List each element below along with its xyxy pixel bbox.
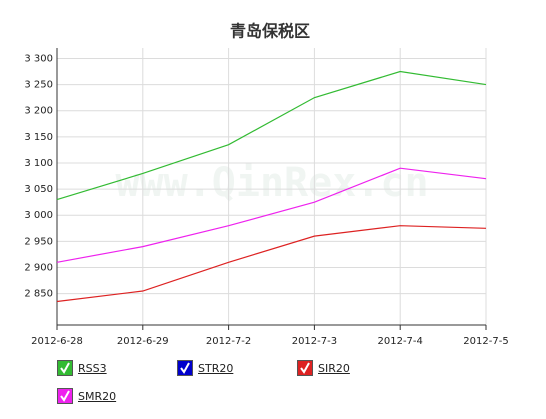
check-icon bbox=[60, 362, 70, 374]
y-tick-label: 3 250 bbox=[24, 80, 53, 91]
y-tick-label: 2 950 bbox=[24, 236, 53, 247]
chart-title: 青岛保税区 bbox=[230, 22, 310, 41]
legend-item[interactable]: STR20 bbox=[177, 360, 233, 376]
x-tick-label: 2012-6-28 bbox=[31, 336, 83, 347]
x-tick-label: 2012-7-5 bbox=[463, 336, 508, 347]
legend-checkbox[interactable] bbox=[297, 360, 313, 376]
watermark: www.QinRex.cn bbox=[115, 160, 428, 206]
check-icon bbox=[300, 362, 310, 374]
legend-checkbox[interactable] bbox=[57, 360, 73, 376]
legend-label[interactable]: STR20 bbox=[198, 361, 234, 375]
chart: 青岛保税区 www.QinRex.cn 2 850 2 900 2 950 3 000… bbox=[24, 22, 508, 348]
legend-label[interactable]: SMR20 bbox=[78, 389, 117, 403]
legend-label[interactable]: SIR20 bbox=[318, 361, 350, 375]
x-tick-label: 2012-7-2 bbox=[206, 336, 251, 347]
x-tick-label: 2012-7-4 bbox=[378, 336, 423, 347]
legend-label[interactable]: RSS3 bbox=[78, 361, 107, 375]
y-tick-label: 3 000 bbox=[24, 210, 53, 221]
legend-item[interactable]: SMR20 bbox=[57, 388, 116, 404]
y-tick-label: 2 850 bbox=[24, 289, 53, 300]
y-tick-label: 2 900 bbox=[24, 263, 53, 274]
y-tick-label: 3 300 bbox=[24, 53, 53, 64]
x-tick-label: 2012-7-3 bbox=[292, 336, 337, 347]
legend-checkbox[interactable] bbox=[177, 360, 193, 376]
y-tick-label: 3 050 bbox=[24, 184, 53, 195]
y-tick-label: 3 150 bbox=[24, 132, 53, 143]
series-line bbox=[56, 70, 487, 201]
check-icon bbox=[60, 390, 70, 402]
series-line bbox=[56, 167, 487, 263]
legend-item[interactable]: RSS3 bbox=[57, 360, 107, 376]
legend-item[interactable]: SIR20 bbox=[297, 360, 350, 376]
series-line bbox=[56, 225, 487, 303]
y-tick-label: 3 100 bbox=[24, 158, 53, 169]
legend-checkbox[interactable] bbox=[57, 388, 73, 404]
x-tick-label: 2012-6-29 bbox=[117, 336, 169, 347]
check-icon bbox=[180, 362, 190, 374]
y-tick-label: 3 200 bbox=[24, 106, 53, 117]
